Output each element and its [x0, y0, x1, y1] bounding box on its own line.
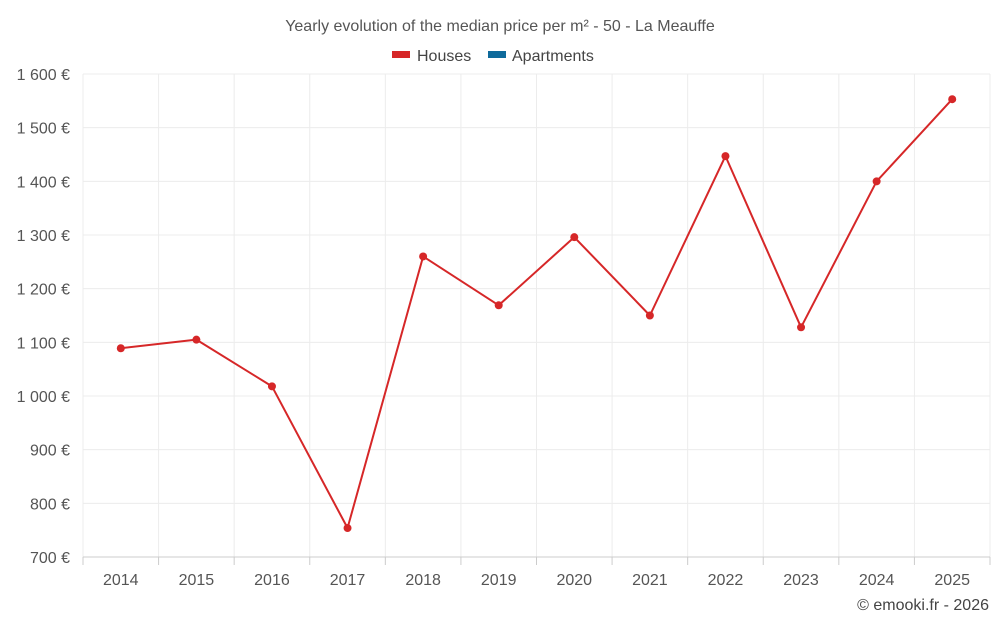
data-point-houses[interactable]	[570, 233, 579, 242]
chart-title: Yearly evolution of the median price per…	[285, 18, 715, 35]
y-axis-ticks: 700 € 800 € 900 € 1 000 € 1 100 € 1 200 € 1 30…	[17, 67, 70, 567]
y-tick-label: 900 €	[30, 443, 70, 460]
data-point-houses[interactable]	[494, 301, 503, 310]
y-tick-label: 700 €	[30, 550, 70, 567]
x-tick-label: 2023	[783, 572, 819, 589]
data-point-houses[interactable]	[797, 323, 806, 332]
legend-swatch-houses	[392, 51, 410, 58]
x-axis-ticks: 2014 2015 2016 2017 2018 2019 2020 2021 2022 2023…	[82, 557, 991, 589]
legend-label-apartments: Apartments	[512, 48, 594, 65]
legend-item-houses[interactable]: Houses	[392, 48, 471, 65]
x-tick-label: 2014	[103, 572, 139, 589]
data-point-houses[interactable]	[116, 344, 125, 353]
y-tick-label: 1 400 €	[17, 174, 70, 191]
x-tick-label: 2017	[330, 572, 366, 589]
x-tick-label: 2019	[481, 572, 517, 589]
data-point-houses[interactable]	[343, 524, 352, 533]
y-tick-label: 1 500 €	[17, 121, 70, 138]
data-point-houses[interactable]	[948, 95, 957, 104]
data-point-houses[interactable]	[419, 252, 428, 261]
data-point-houses[interactable]	[645, 311, 654, 320]
x-tick-label: 2018	[405, 572, 441, 589]
legend: Houses Apartments	[392, 48, 594, 65]
y-tick-label: 1 600 €	[17, 67, 70, 84]
x-tick-label: 2016	[254, 572, 290, 589]
x-tick-label: 2025	[934, 572, 970, 589]
y-tick-label: 1 100 €	[17, 335, 70, 352]
x-tick-label: 2020	[556, 572, 592, 589]
legend-label-houses: Houses	[417, 48, 471, 65]
legend-item-apartments[interactable]: Apartments	[488, 48, 594, 65]
series-layer	[116, 95, 957, 533]
series-line-houses	[120, 98, 953, 530]
x-tick-label: 2022	[708, 572, 744, 589]
data-point-houses[interactable]	[192, 335, 201, 344]
y-tick-label: 800 €	[30, 496, 70, 513]
x-gridlines	[82, 74, 991, 557]
data-point-houses[interactable]	[721, 152, 730, 161]
x-tick-label: 2015	[179, 572, 215, 589]
x-tick-label: 2021	[632, 572, 668, 589]
x-tick-label: 2024	[859, 572, 895, 589]
credit-text: © emooki.fr - 2026	[857, 597, 989, 614]
y-tick-label: 1 200 €	[17, 282, 70, 299]
data-point-houses[interactable]	[267, 382, 276, 391]
data-point-houses[interactable]	[872, 177, 881, 186]
y-tick-label: 1 000 €	[17, 389, 70, 406]
legend-swatch-apartments	[488, 51, 506, 58]
y-tick-label: 1 300 €	[17, 228, 70, 245]
